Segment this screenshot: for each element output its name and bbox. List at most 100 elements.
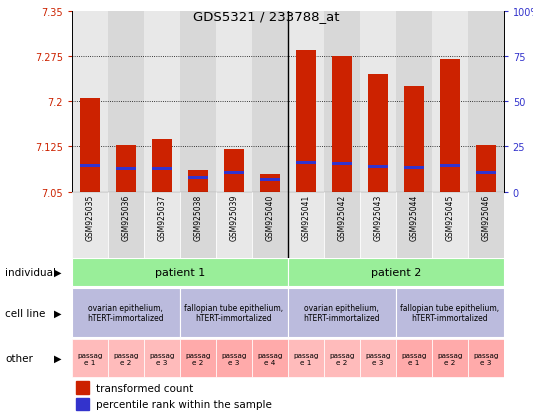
Bar — [180, 12, 216, 192]
Bar — [440, 60, 459, 192]
Text: GSM925036: GSM925036 — [122, 194, 131, 240]
Text: ovarian epithelium,
hTERT-immortalized: ovarian epithelium, hTERT-immortalized — [303, 303, 380, 323]
Bar — [296, 51, 316, 192]
Text: patient 2: patient 2 — [370, 268, 421, 278]
Text: passag
e 3: passag e 3 — [149, 352, 175, 365]
Bar — [395, 339, 432, 377]
Bar — [188, 177, 208, 180]
Bar — [288, 259, 504, 287]
Text: GSM925035: GSM925035 — [85, 194, 94, 240]
Text: other: other — [5, 353, 33, 363]
Bar — [324, 192, 360, 258]
Bar — [188, 171, 208, 192]
Bar — [404, 166, 424, 170]
Bar — [144, 192, 180, 258]
Bar — [76, 398, 89, 410]
Bar — [216, 339, 252, 377]
Bar — [180, 339, 216, 377]
Text: passag
e 1: passag e 1 — [293, 352, 319, 365]
Bar — [332, 163, 352, 166]
Bar — [144, 339, 180, 377]
Text: passag
e 2: passag e 2 — [185, 352, 211, 365]
Bar — [108, 339, 144, 377]
Bar — [288, 288, 395, 338]
Text: ▶: ▶ — [54, 308, 61, 318]
Bar — [216, 192, 252, 258]
Bar — [476, 145, 496, 192]
Text: GSM925037: GSM925037 — [157, 194, 166, 240]
Bar — [432, 339, 468, 377]
Text: percentile rank within the sample: percentile rank within the sample — [96, 399, 272, 409]
Bar — [395, 192, 432, 258]
Text: passag
e 2: passag e 2 — [437, 352, 463, 365]
Bar — [288, 192, 324, 258]
Text: passag
e 3: passag e 3 — [365, 352, 391, 365]
Bar — [180, 288, 288, 338]
Bar — [432, 12, 468, 192]
Text: cell line: cell line — [5, 308, 46, 318]
Text: passag
e 1: passag e 1 — [77, 352, 103, 365]
Bar — [395, 288, 504, 338]
Bar — [80, 99, 100, 192]
Bar — [332, 57, 352, 192]
Bar — [368, 165, 387, 169]
Bar — [116, 145, 136, 192]
Bar — [108, 12, 144, 192]
Bar — [324, 12, 360, 192]
Text: GSM925043: GSM925043 — [373, 194, 382, 240]
Bar — [468, 12, 504, 192]
Bar — [80, 165, 100, 168]
Bar — [72, 288, 180, 338]
Text: individual: individual — [5, 268, 56, 278]
Bar — [72, 339, 108, 377]
Text: GSM925045: GSM925045 — [445, 194, 454, 240]
Bar — [252, 339, 288, 377]
Bar — [260, 174, 280, 192]
Bar — [72, 12, 108, 192]
Bar — [468, 339, 504, 377]
Bar — [296, 162, 316, 165]
Bar — [152, 139, 172, 192]
Text: passag
e 3: passag e 3 — [473, 352, 498, 365]
Bar — [468, 192, 504, 258]
Bar — [116, 168, 136, 171]
Text: GSM925046: GSM925046 — [481, 194, 490, 240]
Bar — [368, 75, 387, 192]
Bar — [360, 12, 396, 192]
Bar — [404, 87, 424, 192]
Bar — [432, 192, 468, 258]
Text: GSM925041: GSM925041 — [301, 194, 310, 240]
Bar — [252, 12, 288, 192]
Bar — [288, 12, 324, 192]
Bar — [72, 259, 288, 287]
Text: fallopian tube epithelium,
hTERT-immortalized: fallopian tube epithelium, hTERT-immorta… — [184, 303, 284, 323]
Bar — [180, 192, 216, 258]
Text: passag
e 2: passag e 2 — [329, 352, 354, 365]
Bar — [108, 192, 144, 258]
Bar — [252, 192, 288, 258]
Bar — [144, 12, 180, 192]
Text: ▶: ▶ — [54, 353, 61, 363]
Text: passag
e 4: passag e 4 — [257, 352, 282, 365]
Text: GDS5321 / 233788_at: GDS5321 / 233788_at — [193, 10, 340, 23]
Bar — [440, 165, 459, 168]
Text: fallopian tube epithelium,
hTERT-immortalized: fallopian tube epithelium, hTERT-immorta… — [400, 303, 499, 323]
Bar — [224, 150, 244, 192]
Bar — [152, 168, 172, 171]
Bar — [260, 178, 280, 182]
Text: passag
e 1: passag e 1 — [401, 352, 426, 365]
Text: GSM925042: GSM925042 — [337, 194, 346, 240]
Bar — [216, 12, 252, 192]
Bar — [324, 339, 360, 377]
Text: GSM925038: GSM925038 — [193, 194, 203, 240]
Bar — [224, 171, 244, 174]
Text: passag
e 2: passag e 2 — [113, 352, 139, 365]
Text: patient 1: patient 1 — [155, 268, 205, 278]
Text: GSM925040: GSM925040 — [265, 194, 274, 240]
Text: GSM925044: GSM925044 — [409, 194, 418, 240]
Bar — [395, 12, 432, 192]
Bar — [72, 192, 108, 258]
Text: ▶: ▶ — [54, 268, 61, 278]
Bar — [360, 339, 395, 377]
Text: transformed count: transformed count — [96, 383, 193, 393]
